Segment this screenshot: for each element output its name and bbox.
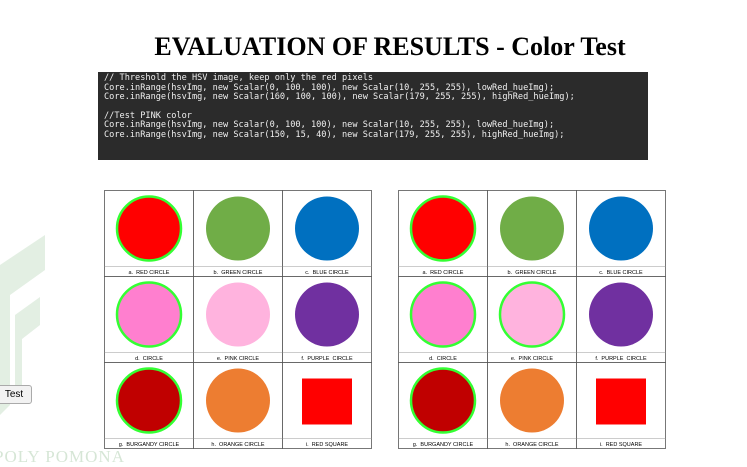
cell-label: i. RED SQUARE xyxy=(600,442,643,448)
shape xyxy=(589,282,653,347)
shape xyxy=(500,196,564,261)
shape xyxy=(115,367,183,434)
cell-label: a. RED CIRCLE xyxy=(129,270,170,276)
result-grid: a. RED CIRCLE b. GREEN CIRCLE c. BLUE CIRC… xyxy=(104,190,372,449)
cell-label: d. CIRCLE xyxy=(429,356,457,362)
shape xyxy=(295,196,359,261)
code-line: Core.inRange(hsvImg, new Scalar(150, 15,… xyxy=(104,129,565,140)
code-line: Core.inRange(hsvImg, new Scalar(0, 100, … xyxy=(104,82,555,93)
code-section: // Threshold the HSV image, keep only th… xyxy=(104,73,642,103)
code-section: //Test PINK color Core.inRange(hsvImg, ne… xyxy=(104,110,642,141)
shape xyxy=(115,195,183,262)
cell-label: e. PINK CIRCLE xyxy=(511,356,554,362)
test-button[interactable]: Test xyxy=(0,385,32,404)
shape xyxy=(115,281,183,348)
watermark: POLY POMONA xyxy=(0,447,125,466)
shape xyxy=(596,378,646,425)
cell-label: c. BLUE CIRCLE xyxy=(305,270,349,276)
cell-label: f. PURPLE CIRCLE xyxy=(595,356,647,362)
shape xyxy=(498,281,566,348)
shape xyxy=(409,195,477,262)
cell-label: h. ORANGE CIRCLE xyxy=(211,442,265,448)
title: EVALUATION OF RESULTS - Color Test xyxy=(154,32,626,61)
shape xyxy=(589,196,653,261)
shape xyxy=(302,378,352,425)
cell-label: a. RED CIRCLE xyxy=(423,270,464,276)
cell-label: e. PINK CIRCLE xyxy=(217,356,260,362)
shape xyxy=(295,282,359,347)
shape xyxy=(500,368,564,433)
code-line: // Threshold the HSV image, keep only th… xyxy=(104,73,374,83)
logo xyxy=(0,235,45,415)
code-line: Core.inRange(hsvImg, new Scalar(0, 100, … xyxy=(104,120,555,131)
cell-label: b. GREEN CIRCLE xyxy=(508,270,557,276)
cell-label: f. PURPLE CIRCLE xyxy=(301,356,353,362)
cell-label: i. RED SQUARE xyxy=(306,442,349,448)
result-grid: a. RED CIRCLE b. GREEN CIRCLE c. BLUE CIRC… xyxy=(398,190,666,449)
code-line: //Test PINK color xyxy=(104,110,192,121)
code-block: // Threshold the HSV image, keep only th… xyxy=(98,72,648,160)
shape xyxy=(206,282,270,347)
cell-label: d. CIRCLE xyxy=(135,356,163,362)
shape xyxy=(206,368,270,433)
cell-label: b. GREEN CIRCLE xyxy=(214,270,263,276)
shape xyxy=(409,281,477,348)
shape xyxy=(206,196,270,261)
shape xyxy=(409,367,477,434)
code-line: Core.inRange(hsvImg, new Scalar(160, 100… xyxy=(104,92,575,103)
cell-label: g. BURGANDY CIRCLE xyxy=(413,442,474,448)
cell-label: g. BURGANDY CIRCLE xyxy=(119,442,180,448)
cell-label: h. ORANGE CIRCLE xyxy=(505,442,559,448)
cell-label: c. BLUE CIRCLE xyxy=(599,270,643,276)
